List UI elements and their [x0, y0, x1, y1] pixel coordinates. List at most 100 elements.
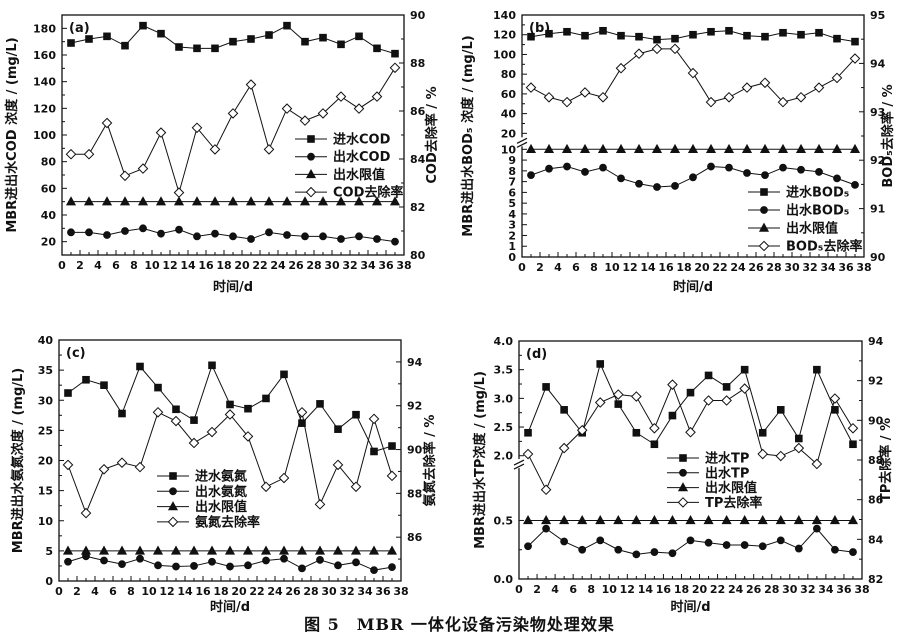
marker-triangle [152, 545, 164, 555]
marker-triangle [811, 515, 822, 525]
panel-label: (a) [69, 21, 90, 36]
y-left-tick-label: 8 [508, 165, 516, 178]
y-left-tick-label: 5 [45, 545, 53, 558]
x-tick-label: 32 [800, 583, 815, 596]
marker-circle [650, 548, 659, 556]
marker-triangle [595, 515, 606, 525]
legend-label: 出水氨氮 [195, 484, 247, 500]
y-left-tick-label: 7 [508, 176, 516, 189]
marker-circle [103, 231, 111, 239]
marker-diamond [245, 79, 257, 90]
legend-marker-square [679, 454, 687, 462]
y-right-tick-label: 92 [870, 154, 885, 167]
marker-triangle [795, 143, 807, 154]
marker-diamond [849, 53, 861, 64]
chart-cod: 0 2 4 6 8 10 12 14 16 18 20 22 24 26 28 30 32 34 36 3820406… [4, 9, 440, 295]
legend-marker-triangle [305, 168, 317, 179]
x-tick-label: 0 [515, 583, 523, 596]
x-tick-label: 26 [285, 585, 301, 598]
marker-diamond [558, 442, 570, 454]
marker-diamond [685, 426, 696, 438]
series-circle [524, 524, 857, 559]
marker-square [64, 389, 72, 397]
marker-triangle [829, 515, 840, 525]
marker-square [85, 35, 93, 43]
marker-square [524, 428, 532, 437]
marker-square [190, 416, 198, 424]
y-right-tick-label: 86 [407, 531, 423, 544]
x-tick-label: 14 [640, 261, 656, 274]
x-tick-label: 20 [694, 261, 710, 274]
marker-circle [722, 541, 731, 549]
series-triangle [65, 196, 401, 206]
marker-triangle [541, 515, 552, 525]
marker-circle [527, 171, 535, 180]
marker-triangle [631, 515, 642, 525]
legend-label: 出水限值 [333, 167, 385, 183]
marker-circle [193, 232, 201, 241]
chart-ammonia: 0 2 4 6 8 10 12 14 16 18 20 22 24 26 28 30 32 34 36 3805101… [10, 334, 438, 615]
marker-diamond [80, 507, 92, 519]
marker-circle [614, 545, 623, 554]
x-tick-label: 20 [234, 259, 250, 272]
x-tick-label: 12 [159, 585, 174, 598]
marker-square [262, 394, 270, 403]
marker-diamond [317, 108, 329, 119]
y-left-tick-label: 180 [33, 22, 56, 35]
marker-triangle [522, 515, 534, 525]
y-left-tick-label: 3 [508, 219, 516, 232]
x-tick-label: 18 [213, 585, 228, 598]
marker-square [668, 411, 677, 420]
y-left-tick-label: 60 [501, 88, 517, 101]
x-tick-label: 24 [267, 585, 283, 598]
legend-label: 出水限值 [195, 499, 247, 515]
marker-diamond [687, 67, 699, 79]
marker-square [103, 32, 111, 41]
y-left-tick-label: 120 [493, 29, 516, 42]
y-left-tick-label: 20 [38, 455, 54, 468]
marker-square [689, 30, 697, 39]
x-tick-label: 4 [91, 585, 99, 598]
marker-circle [831, 545, 839, 554]
marker-square [635, 32, 643, 41]
marker-triangle [134, 545, 146, 555]
marker-triangle [579, 143, 591, 154]
y-left-tick-label: 2 [508, 229, 516, 242]
x-tick-label: 2 [76, 259, 84, 272]
x-tick-label: 18 [674, 583, 689, 596]
marker-diamond [651, 43, 663, 55]
marker-triangle [245, 196, 257, 206]
marker-triangle [777, 143, 789, 154]
marker-triangle [705, 143, 717, 154]
y-left-tick-label: 2.0 [494, 450, 514, 463]
marker-diamond [296, 406, 308, 418]
x-axis-title: 时间/d [210, 599, 250, 615]
marker-circle [334, 561, 342, 570]
y-right-tick-label: 90 [868, 414, 884, 427]
y-left-axis-title: MBR进出水TP浓度 / (mg/L) [472, 371, 488, 549]
legend-marker-diamond [677, 497, 689, 508]
marker-triangle [155, 196, 167, 206]
legend-marker-circle [760, 206, 768, 214]
y-left-tick-label: 4.0 [494, 335, 514, 348]
x-tick-label: 10 [141, 585, 157, 598]
marker-diamond [188, 437, 200, 449]
marker-diamond [847, 422, 859, 434]
marker-triangle [263, 196, 275, 206]
marker-triangle [65, 196, 77, 206]
x-tick-label: 22 [710, 583, 725, 596]
marker-circle [689, 173, 697, 182]
marker-diamond [134, 461, 146, 473]
marker-triangle [847, 515, 859, 525]
x-tick-label: 30 [782, 583, 798, 596]
marker-triangle [525, 143, 537, 154]
series-circle [64, 552, 396, 575]
marker-square [100, 381, 108, 389]
marker-diamond [332, 459, 344, 471]
marker-circle [316, 556, 324, 564]
y-left-tick-label: 20 [501, 127, 517, 140]
x-tick-label: 26 [746, 583, 762, 596]
marker-diamond [119, 170, 131, 182]
